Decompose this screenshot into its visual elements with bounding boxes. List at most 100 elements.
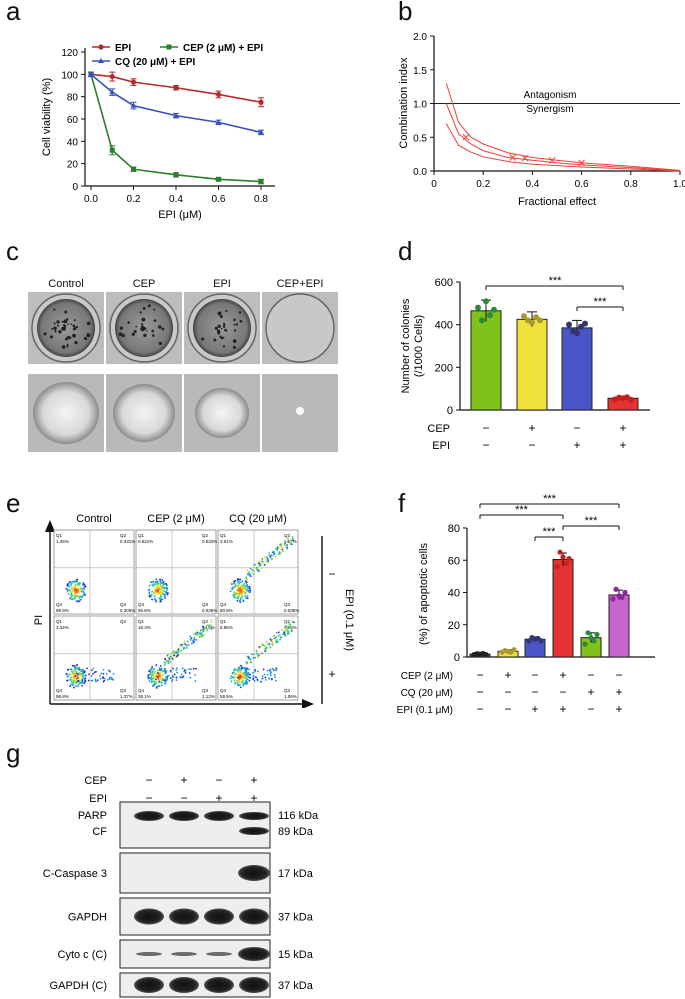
flow-event bbox=[168, 657, 171, 660]
flow-event bbox=[242, 683, 245, 686]
flow-event bbox=[163, 664, 166, 666]
flow-event bbox=[170, 670, 172, 673]
flow-event bbox=[238, 678, 241, 681]
flow-event bbox=[108, 678, 111, 680]
flow-event bbox=[242, 587, 245, 590]
flow-event bbox=[156, 585, 159, 588]
flow-event bbox=[176, 671, 179, 674]
flow-event bbox=[284, 629, 287, 632]
flow-event bbox=[109, 676, 112, 679]
panel-label-g: g bbox=[6, 738, 21, 768]
colony-cluster bbox=[296, 407, 304, 415]
flow-event bbox=[288, 626, 291, 629]
flow-event bbox=[72, 595, 74, 597]
f-point bbox=[483, 651, 489, 658]
flow-event bbox=[234, 579, 237, 582]
flow-event bbox=[94, 679, 97, 682]
flow-event bbox=[193, 636, 196, 639]
flow-event bbox=[187, 668, 190, 670]
flow-event bbox=[68, 588, 70, 591]
a-point bbox=[215, 91, 222, 98]
panel-d-chart: 0 200 400 600 *** *** Number of colonies (/… bbox=[400, 275, 650, 452]
flow-event bbox=[151, 677, 153, 680]
flow-event bbox=[80, 598, 82, 601]
flow-event bbox=[70, 670, 73, 673]
e-ylabel: PI bbox=[33, 615, 45, 625]
colony-dot bbox=[73, 326, 77, 330]
flow-event bbox=[252, 564, 255, 567]
f-sig-label: *** bbox=[543, 493, 557, 505]
colony-dot bbox=[140, 326, 145, 331]
f-ytick-label: 0 bbox=[454, 652, 460, 664]
western-blot: CEP − + − + EPI − − + + PARP CF 116 kDa 89 kDa C-Caspa… bbox=[43, 773, 319, 998]
flow-event bbox=[236, 682, 239, 685]
flow-event bbox=[263, 648, 266, 651]
flow-event bbox=[273, 551, 275, 554]
flow-event bbox=[236, 679, 238, 682]
flow-event bbox=[163, 595, 166, 598]
flow-event bbox=[275, 641, 278, 643]
flow-event bbox=[283, 632, 285, 634]
blot-band bbox=[134, 908, 164, 925]
flow-event bbox=[239, 686, 242, 689]
flow-event bbox=[235, 668, 237, 671]
colony-dot bbox=[158, 341, 162, 346]
flow-event bbox=[287, 632, 290, 635]
d-bar bbox=[470, 310, 502, 411]
flow-event bbox=[159, 596, 162, 599]
flow-event bbox=[168, 658, 171, 661]
flow-event bbox=[159, 584, 162, 586]
flow-event bbox=[245, 674, 248, 677]
a-ytick-label: 80 bbox=[67, 93, 79, 104]
flow-event bbox=[292, 537, 295, 540]
flow-quad: Q3 bbox=[202, 602, 209, 607]
flow-event bbox=[175, 679, 178, 681]
f-bar bbox=[608, 594, 630, 658]
colony-dot bbox=[118, 332, 123, 337]
flow-event bbox=[154, 674, 157, 676]
colony-dot bbox=[151, 334, 155, 337]
flow-event bbox=[237, 584, 240, 587]
colony-dot bbox=[151, 329, 155, 333]
flow-event bbox=[156, 677, 159, 680]
flow-event bbox=[241, 596, 244, 599]
g-header-sign: + bbox=[215, 791, 222, 805]
d-row-label: EPI bbox=[432, 440, 450, 452]
d-ytick-label: 0 bbox=[447, 405, 453, 417]
f-row-label: EPI (0.1 μM) bbox=[397, 705, 453, 716]
flow-event bbox=[284, 628, 287, 630]
flow-event bbox=[209, 624, 212, 627]
flow-event bbox=[194, 680, 197, 682]
flow-event bbox=[171, 674, 174, 677]
flow-event bbox=[254, 656, 257, 659]
c-label-epi: EPI bbox=[213, 278, 231, 290]
d-ylabel-1: Number of colonies bbox=[400, 298, 412, 393]
flow-event bbox=[242, 680, 245, 682]
flow-event bbox=[246, 589, 249, 592]
a-point bbox=[215, 119, 222, 125]
flow-event bbox=[152, 585, 155, 587]
flow-event bbox=[73, 686, 75, 689]
flow-event bbox=[165, 678, 168, 681]
flow-event bbox=[270, 678, 273, 681]
flow-event bbox=[273, 673, 276, 676]
flow-event bbox=[246, 583, 249, 586]
flow-event bbox=[164, 593, 167, 596]
flow-event bbox=[279, 638, 281, 641]
flow-event bbox=[77, 683, 80, 686]
flow-event bbox=[186, 647, 188, 649]
flow-event bbox=[249, 567, 252, 570]
flow-event bbox=[202, 625, 204, 628]
a-point bbox=[88, 71, 94, 77]
flow-event bbox=[165, 675, 168, 678]
flow-event bbox=[157, 583, 160, 586]
a-point bbox=[109, 147, 115, 153]
f-ytick-label: 60 bbox=[448, 555, 460, 567]
flow-event bbox=[159, 678, 162, 681]
flow-event bbox=[160, 684, 163, 687]
a-point bbox=[258, 129, 264, 135]
flow-event bbox=[258, 646, 261, 649]
flow-event bbox=[237, 670, 240, 673]
flow-event bbox=[245, 683, 248, 686]
flow-event bbox=[99, 674, 101, 677]
